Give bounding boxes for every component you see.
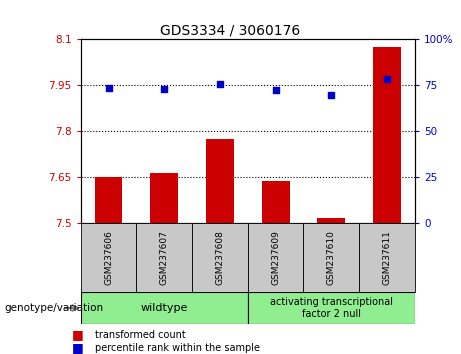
Text: GSM237606: GSM237606: [104, 230, 113, 285]
Bar: [359, 223, 415, 292]
Text: activating transcriptional
factor 2 null: activating transcriptional factor 2 null: [270, 297, 393, 319]
Text: GSM237609: GSM237609: [271, 230, 280, 285]
Bar: [206, 139, 234, 223]
Bar: [95, 177, 123, 223]
Text: GDS3334 / 3060176: GDS3334 / 3060176: [160, 23, 301, 37]
Point: [160, 86, 168, 91]
Bar: [318, 218, 345, 223]
Point: [272, 87, 279, 92]
Text: GSM237608: GSM237608: [215, 230, 225, 285]
Text: GSM237611: GSM237611: [383, 230, 391, 285]
Bar: [373, 47, 401, 223]
Text: genotype/variation: genotype/variation: [5, 303, 104, 313]
Bar: [248, 223, 303, 292]
Point: [105, 85, 112, 91]
Bar: [81, 292, 248, 324]
Text: percentile rank within the sample: percentile rank within the sample: [95, 343, 260, 353]
Bar: [262, 181, 290, 223]
Text: GSM237610: GSM237610: [327, 230, 336, 285]
Text: transformed count: transformed count: [95, 330, 185, 339]
Point: [384, 76, 391, 82]
Bar: [136, 223, 192, 292]
Text: ■: ■: [71, 328, 83, 341]
Bar: [303, 223, 359, 292]
Bar: [192, 223, 248, 292]
Bar: [150, 173, 178, 223]
Point: [216, 81, 224, 87]
Bar: [248, 292, 415, 324]
Bar: [81, 223, 136, 292]
Text: wildtype: wildtype: [141, 303, 188, 313]
Point: [328, 92, 335, 98]
Text: ■: ■: [71, 341, 83, 354]
Text: GSM237607: GSM237607: [160, 230, 169, 285]
